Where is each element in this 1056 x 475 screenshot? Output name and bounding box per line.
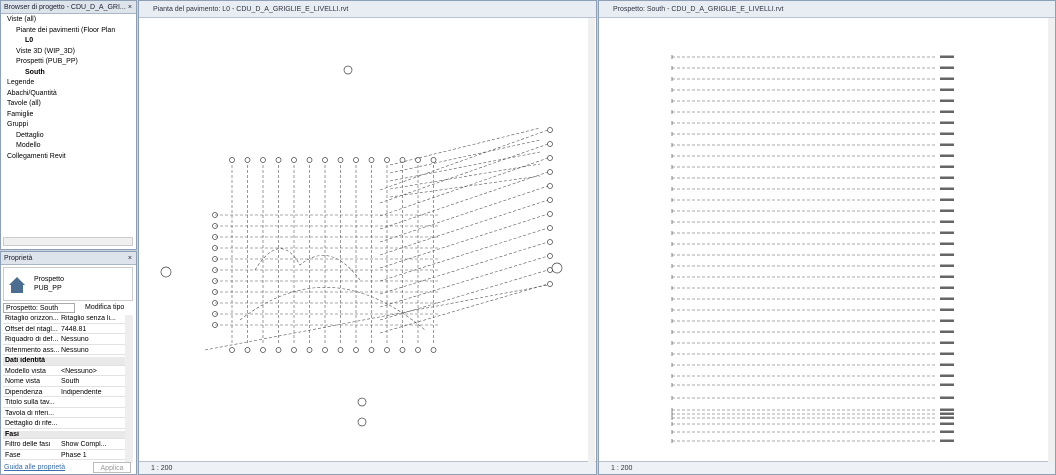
tree-item: Tavole (all)	[7, 100, 41, 107]
property-row: Tavola di riferi...	[3, 410, 125, 419]
property-value: Nessuno	[61, 336, 89, 343]
property-name: Fase	[5, 451, 21, 459]
close-button[interactable]: ×	[127, 4, 132, 11]
browser-title: Browser di progetto - CDU_D_A_GRI...	[4, 4, 126, 11]
view-scale[interactable]: 1 : 200	[599, 461, 1055, 474]
tree-item: Modello	[16, 142, 41, 149]
view-selector[interactable]: Prospetto: South	[3, 303, 75, 313]
property-name: Modello vista	[5, 367, 46, 375]
property-value: Phase 1	[61, 451, 87, 459]
plan-view: Pianta del pavimento: L0 - CDU_D_A_GRIGL…	[138, 0, 597, 475]
properties-title: Proprietà	[4, 255, 33, 262]
property-name: Dipendenza	[5, 388, 43, 396]
tree-item: Famiglie	[7, 110, 34, 118]
property-name: Riferimento ass...	[5, 346, 60, 354]
property-name: Dettaglio di rife...	[5, 420, 58, 427]
section-label: Fasi	[5, 430, 20, 438]
property-value: Show Compl...	[61, 441, 107, 448]
property-name: Tavola di riferi...	[5, 409, 55, 417]
property-value: Nessuno	[61, 346, 89, 354]
section-row: Dati identità	[3, 357, 125, 366]
edit-type-button[interactable]: Modifica tipo	[85, 304, 125, 311]
tree-item: Viste (all)	[7, 16, 37, 23]
view-title: Prospetto: South - CDU_D_A_GRIGLIE_E_LIV…	[599, 1, 1055, 18]
property-row: Dettaglio di rife...	[3, 420, 125, 429]
type-icon	[9, 277, 25, 293]
property-row: Nome vista South	[3, 378, 125, 387]
property-row: Riferimento ass... Nessuno	[3, 347, 125, 356]
tree-item: Piante dei pavimenti (Floor Plan	[16, 26, 116, 34]
property-name: Nome vista	[5, 378, 41, 385]
property-row: Dipendenza Indipendente	[3, 389, 125, 398]
tree-item: L0	[25, 37, 34, 44]
family-name: Prospetto	[34, 276, 64, 283]
type-selector[interactable]: Prospetto PUB_PP	[3, 267, 133, 301]
property-value: Indipendente	[61, 388, 102, 396]
property-name: Offset del ritagl...	[5, 325, 58, 333]
apply-button[interactable]: Applica	[93, 462, 131, 473]
view-scale[interactable]: 1 : 200	[139, 461, 596, 474]
section-row: Fasi	[3, 430, 125, 440]
property-name: Ritaglio orizzon...	[5, 315, 59, 322]
elevation-view: Prospetto: South - CDU_D_A_GRIGLIE_E_LIV…	[598, 0, 1056, 475]
property-row: Titolo sulla tav...	[3, 399, 125, 408]
properties-table: Ritaglio orizzon... Ritaglio senza li... O…	[3, 315, 127, 463]
property-name: Titolo sulla tav...	[5, 399, 55, 406]
property-value: Ritaglio senza li...	[61, 315, 116, 322]
property-row: Ritaglio orizzon... Ritaglio senza li...	[3, 315, 125, 324]
section-label: Dati identità	[5, 357, 46, 364]
property-row: Filtro delle fasi Show Compl...	[3, 441, 125, 450]
tree-item: Viste 3D (WIP_3D)	[16, 47, 75, 55]
property-row: Offset del ritagl... 7448.81	[3, 326, 125, 335]
property-value: <Nessuno>	[61, 367, 97, 375]
tree-item: Legende	[7, 79, 35, 86]
properties-panel: Proprietà × Prospetto PUB_PP Prospetto: S…	[0, 251, 137, 475]
tree-item: Collegamenti Revit	[7, 152, 66, 160]
tree-item: South	[25, 68, 45, 76]
tree-item: Prospetti (PUB_PP)	[16, 58, 78, 65]
property-name: Riquadro di def...	[5, 336, 59, 343]
property-row: Modello vista <Nessuno>	[3, 368, 125, 377]
browser-header: Browser di progetto - CDU_D_A_GRI... ×	[1, 1, 136, 14]
property-row: Riquadro di def... Nessuno	[3, 336, 125, 345]
property-row: Fase Phase 1	[3, 452, 125, 461]
tree-item: Abachi/Quantità	[7, 89, 57, 97]
property-value: 7448.81	[61, 325, 87, 333]
property-name: Filtro delle fasi	[5, 441, 51, 448]
project-browser: Browser di progetto - CDU_D_A_GRI... × Vi…	[0, 0, 137, 250]
scrollbar[interactable]	[125, 315, 133, 463]
scrollbar[interactable]	[3, 237, 133, 246]
help-link[interactable]: Guida alle proprietà	[4, 464, 66, 471]
property-value: South	[61, 378, 80, 385]
view-title: Pianta del pavimento: L0 - CDU_D_A_GRIGL…	[139, 1, 596, 18]
type-name: PUB_PP	[34, 285, 62, 292]
tree-item: Gruppi	[7, 121, 29, 128]
tree-item: Dettaglio	[16, 131, 44, 139]
properties-header: Proprietà ×	[1, 252, 136, 265]
close-button[interactable]: ×	[127, 255, 132, 262]
